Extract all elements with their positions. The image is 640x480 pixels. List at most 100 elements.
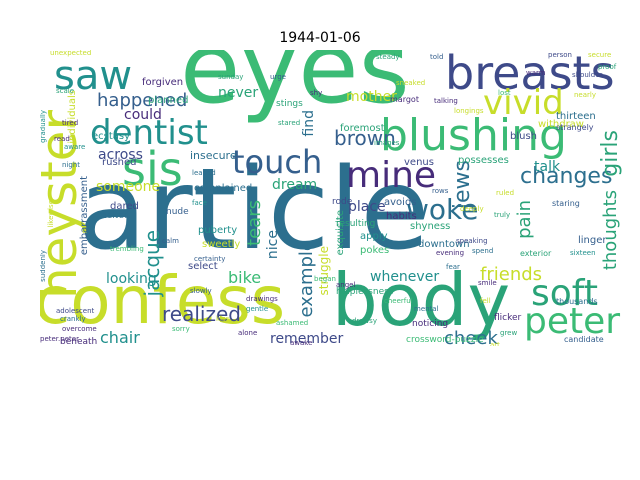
word-friends: friends [480,264,543,285]
word-withdraw: withdraw [538,119,584,130]
word-mental: mental [414,305,439,313]
word-longings: longings [454,107,484,115]
word-dentist: dentist [90,113,208,153]
word-sis: sis [122,142,183,196]
word-downtown: downtown [418,239,470,250]
word-evening: evening [436,249,465,257]
word-rows: rows [432,187,449,195]
word-gentle: gentle [246,305,269,313]
word-never: never [218,85,259,101]
word-happened: happened [97,90,188,111]
word-drawings: drawings [246,295,278,303]
word-girls: girls [598,130,623,177]
word-peter: peter [524,301,621,342]
word-pokes: pokes [360,245,390,256]
word-nice: nice [265,230,281,260]
word-brown: brown [334,126,396,150]
word-shyness: shyness [410,221,451,232]
word-saw: saw [54,53,133,99]
word-blushing: blushing [380,110,567,161]
word-steady: steady [376,53,400,61]
word-jews: jews [450,160,475,210]
word-puberty: puberty [198,225,238,236]
word-angel: angel [336,281,356,289]
word-mine: mine [346,155,437,196]
word-find: find [301,110,317,137]
word-urge: urge [270,73,286,81]
word-shoulder: shoulder [572,71,603,79]
word-cheerful: cheerful [384,297,413,305]
word-remember: remember [270,331,344,346]
word-body: body [332,258,511,342]
word-sunday: sunday [218,73,244,81]
word-fell: fell [480,297,491,305]
word-tired: tired [62,119,79,127]
word-truly: truly [494,211,511,219]
word-melted: melted [98,211,130,221]
word-confess: confess [40,262,286,339]
word-shy: shy [310,89,323,97]
word-possesses: possesses [458,155,509,166]
word-gradually: gradually [40,110,47,143]
word-likewise: likewise [47,200,55,228]
word-beneath: beneath [60,337,98,347]
word-crossword-puzzle: crossword-puzzle [406,335,484,345]
plot-title: 1944-01-06 [279,30,361,46]
word-grew: grew [500,329,518,337]
word-realized: realized [162,302,241,326]
word-nude: nude [166,207,189,217]
word-unexpected: unexpected [50,50,92,57]
word-face: face [192,199,207,207]
word-dream: dream [272,177,318,193]
word-speaking: speaking [456,237,488,245]
word-trembling: trembling [110,245,144,253]
word-eyes: eyes [180,50,410,126]
word-mother: mother [346,89,397,105]
word-sixteen: sixteen [570,249,596,257]
word-deeply: deeply [460,205,484,213]
word-lost: lost [498,89,511,97]
word-tears: tears [244,200,265,246]
word-thousands: thousands [556,297,598,306]
word-avoids: avoids [384,197,417,208]
word-someone: someone [96,179,161,195]
word-chair: chair [100,328,140,346]
word-flicker: flicker [494,313,522,323]
word-art: art [490,341,500,347]
word-certainty: certainty [194,255,226,263]
word-exquisite: exquisite [335,210,346,256]
word-ecstasy: ecstasy [92,131,131,142]
word-proof: proof [598,63,617,71]
word-read: read [54,135,70,143]
word-calm: calm [162,237,179,245]
word-adolescent: adolescent [56,307,95,315]
word-breasts: breasts [445,50,615,100]
word-night: night [62,161,81,169]
word-rode: rode [332,197,353,207]
word-sweetly: sweetly [202,239,241,250]
word-thirteen: thirteen [556,111,596,122]
word-ruled: ruled [496,189,515,197]
word-planned: planned [148,95,189,106]
word-cheek: cheek [444,328,498,347]
word-place: place [348,199,386,215]
word-ashamed: ashamed [276,319,309,327]
word-staring: staring [552,199,580,208]
word-article: article [78,145,430,275]
word-dared: dared [110,201,139,212]
word-struggle: struggle [317,246,331,296]
word-drowsy: drowsy [352,317,377,325]
word-touch: touch [232,143,323,181]
word-talk: talk [534,159,561,175]
word-images: images [374,139,400,147]
word-rushed: rushed [102,157,137,168]
word-vivid: vivid [483,83,564,123]
word-exterior: exterior [520,249,552,258]
word-soft: soft [531,273,598,314]
word-told: told [430,53,444,61]
word-resulting: resulting [336,219,376,229]
word-spend: spend [472,247,494,255]
word-fear: fear [446,263,460,271]
word-began: began [314,275,336,283]
word-crankly: crankly [60,315,86,323]
